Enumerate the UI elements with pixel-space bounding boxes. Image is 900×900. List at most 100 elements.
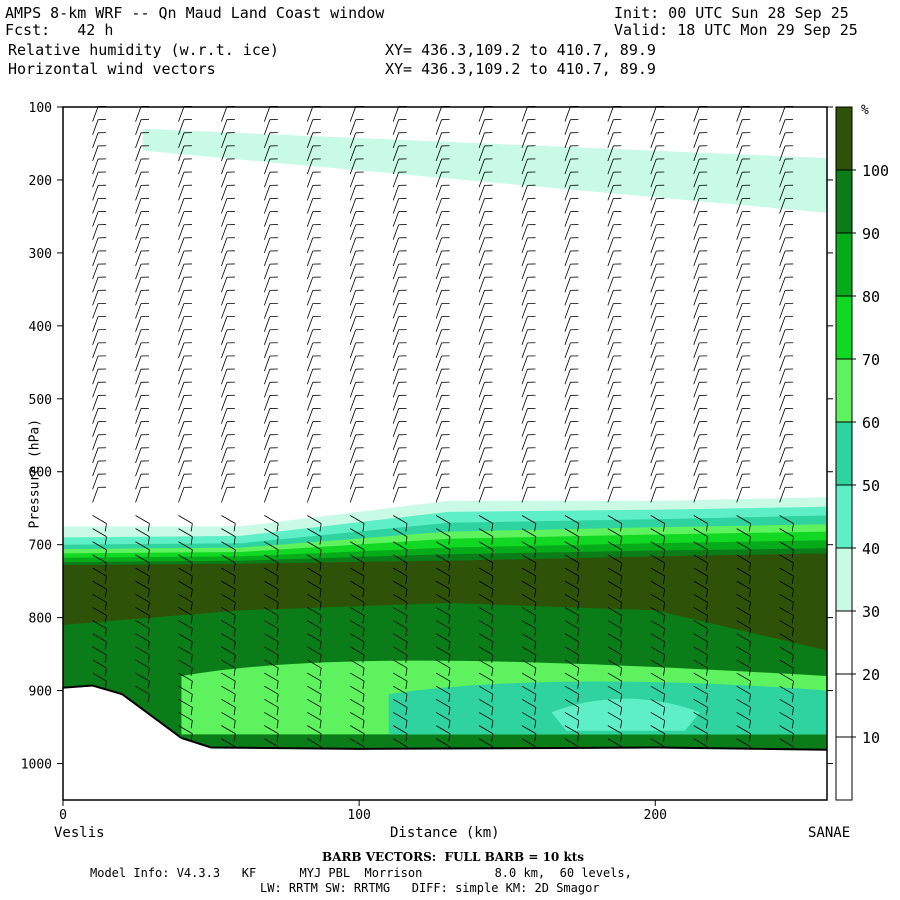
wind-barb-flag [491, 681, 494, 690]
wind-barb [435, 607, 451, 616]
wind-barb [221, 224, 228, 240]
wind-barb [650, 408, 657, 424]
wind-barb [349, 408, 357, 424]
wind-barb-flag [663, 602, 666, 611]
wind-barb [392, 198, 400, 214]
wind-barb [349, 263, 357, 280]
wind-barb [693, 277, 700, 293]
barb-note: BARB VECTORS: FULL BARB = 10 kts [322, 850, 585, 864]
wind-barb [779, 620, 794, 629]
wind-barb-flag [147, 562, 150, 571]
wind-barb-flag [319, 536, 322, 545]
wind-barb [264, 515, 279, 524]
wind-barb [521, 460, 528, 477]
wind-barb [135, 633, 150, 643]
wind-barb [221, 593, 236, 603]
wind-barb-flag [705, 694, 708, 703]
wind-barb [435, 447, 442, 464]
wind-barb [135, 290, 142, 306]
wind-barb [92, 421, 99, 437]
wind-barb [221, 434, 228, 450]
wind-barb [178, 329, 185, 345]
wind-barb [779, 474, 786, 490]
wind-barb [693, 185, 700, 201]
wind-barb [521, 620, 537, 629]
wind-barb-flag [448, 667, 451, 676]
wind-barb [349, 369, 357, 385]
wind-barb [435, 185, 442, 201]
wind-barb-flag [405, 641, 408, 650]
wind-barb [564, 460, 571, 477]
wind-barb-flag [405, 575, 408, 584]
wind-barb [693, 593, 708, 603]
wind-barb [92, 474, 99, 490]
wind-barb [650, 211, 657, 227]
wind-barb [650, 646, 665, 656]
wind-barb [478, 580, 494, 590]
wind-barb [349, 119, 357, 135]
wind-barb [736, 554, 751, 564]
wind-barb-flag [534, 733, 537, 742]
wind-barb [221, 633, 236, 643]
wind-barb [221, 421, 228, 437]
wind-barb [650, 395, 657, 411]
wind-barb-flag [491, 575, 494, 584]
wind-barb [392, 580, 408, 590]
wind-barb [650, 434, 657, 450]
wind-barb [135, 382, 142, 398]
wind-barb [736, 185, 743, 201]
wind-barb [564, 725, 579, 734]
wind-barb [306, 106, 314, 122]
wind-barb [607, 303, 614, 319]
wind-barb [478, 447, 485, 464]
colorbar-label: 70 [862, 351, 880, 369]
wind-barb-flag [791, 694, 794, 703]
wind-barb-flag [705, 641, 708, 650]
wind-barb [779, 541, 794, 551]
wind-barb-flag [748, 589, 751, 598]
wind-barb [435, 620, 451, 629]
model-info: Model Info: V4.3.3 KF MYJ PBL Morrison 8… [90, 866, 632, 880]
wind-barb-flag [233, 681, 236, 690]
wind-barb [306, 198, 314, 214]
wind-barb [564, 434, 571, 450]
wind-barb [350, 698, 365, 708]
wind-barb [564, 342, 571, 359]
wind-barb-flag [534, 523, 537, 532]
wind-barb-flag [190, 707, 193, 716]
wind-barb [736, 685, 751, 695]
wind-barb [263, 211, 271, 227]
wind-barb [221, 712, 236, 721]
wind-barb [350, 620, 365, 629]
wind-barb [306, 382, 314, 398]
wind-barb [779, 172, 786, 188]
wind-barb [521, 145, 528, 162]
wind-barb [736, 290, 743, 306]
wind-barb [521, 250, 528, 267]
wind-barb [178, 712, 193, 721]
wind-barb [693, 172, 700, 188]
wind-barb [607, 263, 614, 280]
wind-barb [779, 725, 794, 734]
wind-barb [478, 725, 494, 734]
wind-barb [779, 250, 786, 267]
wind-barb [607, 646, 622, 656]
wind-barb-flag [663, 654, 666, 663]
wind-barb [607, 434, 614, 450]
wind-barb [650, 263, 657, 280]
wind-barb [435, 541, 451, 551]
wind-barb-flag [748, 575, 751, 584]
wind-barb [92, 672, 107, 682]
wind-barb [736, 698, 751, 708]
wind-barb [435, 725, 451, 734]
wind-barb-flag [534, 615, 537, 624]
wind-barb-flag [362, 589, 365, 598]
wind-barb [779, 646, 794, 656]
wind-barb [178, 277, 185, 293]
wind-barb-flag [319, 681, 322, 690]
wind-barb [693, 646, 708, 656]
wind-barb-flag [405, 589, 408, 598]
wind-barb-flag [577, 628, 580, 637]
wind-barb-flag [147, 536, 150, 545]
wind-barb-flag [577, 589, 580, 598]
